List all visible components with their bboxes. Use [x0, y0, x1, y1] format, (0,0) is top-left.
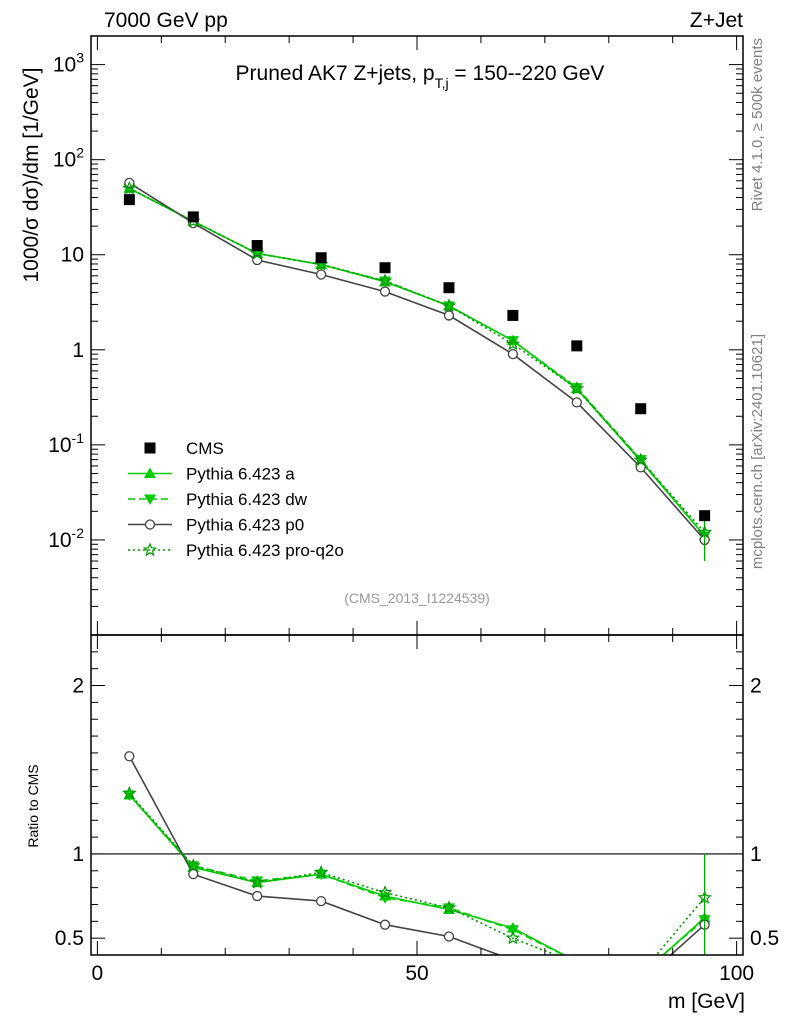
plot-title-tail: = 150--220 GeV: [449, 62, 605, 85]
ytop-tick-base: 10: [53, 149, 76, 172]
series-point-pythia-6-423-p0-75: [571, 397, 582, 408]
cms-point-35: [315, 252, 327, 264]
ratio-point-pythia-6-423-pro-q2o-45: [377, 885, 393, 899]
ratio-point-pythia-6-423-dw-65: [506, 925, 519, 936]
legend-marker-cms: [144, 442, 156, 454]
x-tick-label-100: 100: [719, 962, 754, 985]
series-point-pythia-6-423-pro-q2o-75: [569, 381, 584, 395]
legend-marker-pythia-6-423-p0: [144, 519, 156, 530]
header-left: 7000 GeV pp: [104, 9, 228, 32]
ratio-point-pythia-6-423-pro-q2o-35: [313, 864, 329, 879]
cms-point-75: [571, 340, 583, 352]
cms-point-45: [379, 262, 391, 274]
chart-markers: [123, 194, 711, 522]
ratio-point-pythia-6-423-p0-25: [252, 890, 263, 902]
cms-point-95: [699, 510, 711, 522]
series-point-pythia-6-423-p0-45: [379, 286, 391, 297]
plot-title-subscript: T,j: [435, 75, 449, 91]
cms-point-25: [251, 240, 263, 252]
legend-marker-pythia-6-423-pro-q2o: [142, 542, 158, 557]
side-label-mcplots: mcplots.cern.ch [arXiv:2401.10621]: [749, 334, 766, 569]
ytop-tick-base: 10: [61, 244, 84, 267]
series-point-pythia-6-423-p0-65: [507, 349, 519, 360]
cms-point-85: [635, 403, 647, 415]
legend-label-pythia-6-423-dw: Pythia 6.423 dw: [186, 490, 308, 509]
cms-point-55: [443, 282, 455, 294]
ybot-tick-label-right-2: 2: [750, 675, 762, 698]
ratio-line-pythia-6-423-dw: [128, 794, 706, 955]
ratio-point-pythia-6-423-pro-q2o-5: [122, 785, 137, 800]
ratio-point-pythia-6-423-p0-35: [315, 895, 327, 907]
ytop-tick-base: 10: [53, 54, 76, 77]
ratio-point-pythia-6-423-dw-25: [251, 876, 264, 887]
ratio-point-pythia-6-423-pro-q2o-65: [505, 930, 521, 945]
series-point-pythia-6-423-pro-q2o-55: [441, 298, 457, 312]
bottom-panel-frame: [90, 634, 744, 956]
side-label-rivet: Rivet 4.1.0, ≥ 500k events: [749, 38, 766, 211]
series-point-pythia-6-423-pro-q2o-85: [633, 452, 648, 467]
series-point-pythia-6-423-pro-q2o-65: [505, 336, 521, 351]
ytop-tick-exponent: 2: [76, 145, 84, 161]
ybot-tick-label-right-0-5: 0.5: [750, 927, 779, 950]
ratio-point-pythia-6-423-p0-15: [188, 869, 199, 880]
ratio-point-pythia-6-423-p0-55: [443, 931, 455, 942]
y-axis-label-bottom: Ratio to CMS: [25, 764, 41, 847]
y-axis-label-top: 1000/σ dσ)/dm [1/GeV]: [20, 67, 43, 282]
legend: CMS Pythia 6.423 a Pythia 6.423 dw Pythia 6…: [128, 439, 344, 560]
ratio-point-pythia-6-423-p0-45: [379, 919, 391, 930]
x-tick-label-0: 0: [92, 962, 104, 985]
series-point-pythia-6-423-p0-35: [315, 269, 327, 280]
ytop-tick-label-0-01: 10-2: [48, 525, 84, 552]
chart-curves: [122, 177, 712, 955]
ytop-tick-label-1000: 103: [53, 50, 84, 77]
plot-title: Pruned AK7 Z+jets, pT,j = 150--220 GeV: [236, 62, 605, 91]
series-line-pythia-6-423-a: [129, 187, 706, 537]
series-point-pythia-6-423-p0-55: [443, 310, 455, 321]
series-point-pythia-6-423-pro-q2o-45: [377, 273, 393, 288]
ytop-tick-exponent: 3: [76, 50, 84, 66]
series-point-pythia-6-423-pro-q2o-5: [122, 180, 137, 195]
legend-label-cms: CMS: [186, 439, 224, 458]
ytop-tick-exponent: -2: [72, 525, 85, 541]
legend-marker-pythia-6-423-dw: [144, 494, 156, 505]
series-point-pythia-6-423-pro-q2o-25: [250, 245, 265, 260]
ybot-tick-label-right-1: 1: [750, 843, 762, 866]
x-tick-label-50: 50: [405, 962, 428, 985]
series-line-pythia-6-423-p0: [128, 182, 706, 541]
ytop-tick-label-0-1: 10-1: [48, 430, 84, 457]
series-line-pythia-6-423-dw: [129, 187, 706, 537]
x-axis-label: m [GeV]: [668, 990, 745, 1013]
ytop-tick-label-1: 1: [72, 339, 84, 362]
ybot-tick-label-left-0-5: 0.5: [55, 927, 84, 950]
ytop-tick-label-10: 10: [61, 244, 84, 267]
analysis-id: (CMS_2013_I1224539): [344, 590, 490, 606]
ybot-tick-label-left-1: 1: [72, 843, 84, 866]
ytop-tick-base: 10: [48, 434, 71, 457]
ytop-tick-base: 1: [72, 339, 84, 362]
series-point-pythia-6-423-dw-65: [506, 336, 519, 347]
bottom-series-group: [122, 751, 712, 955]
ratio-line-pythia-6-423-p0: [128, 755, 706, 955]
legend-label-pythia-6-423-pro-q2o: Pythia 6.423 pro-q2o: [186, 541, 344, 560]
plot-title-main: Pruned AK7 Z+jets, p: [236, 62, 435, 85]
header-right: Z+Jet: [690, 9, 743, 32]
ratio-point-pythia-6-423-pro-q2o-15: [186, 858, 201, 872]
cms-point-5: [123, 194, 135, 206]
ratio-point-pythia-6-423-pro-q2o-25: [250, 875, 265, 889]
ytop-tick-base: 10: [48, 529, 71, 552]
cms-point-15: [187, 211, 199, 223]
legend-marker-pythia-6-423-a: [144, 467, 156, 478]
legend-label-pythia-6-423-a: Pythia 6.423 a: [186, 465, 295, 484]
legend-label-pythia-6-423-p0: Pythia 6.423 p0: [186, 516, 304, 535]
ratio-point-pythia-6-423-pro-q2o-55: [441, 900, 457, 915]
ybot-tick-label-left-2: 2: [72, 675, 84, 698]
ytop-tick-label-100: 102: [53, 145, 84, 172]
cms-point-65: [507, 309, 519, 321]
ytop-tick-exponent: -1: [72, 430, 85, 446]
ratio-point-pythia-6-423-p0-5: [124, 751, 135, 762]
